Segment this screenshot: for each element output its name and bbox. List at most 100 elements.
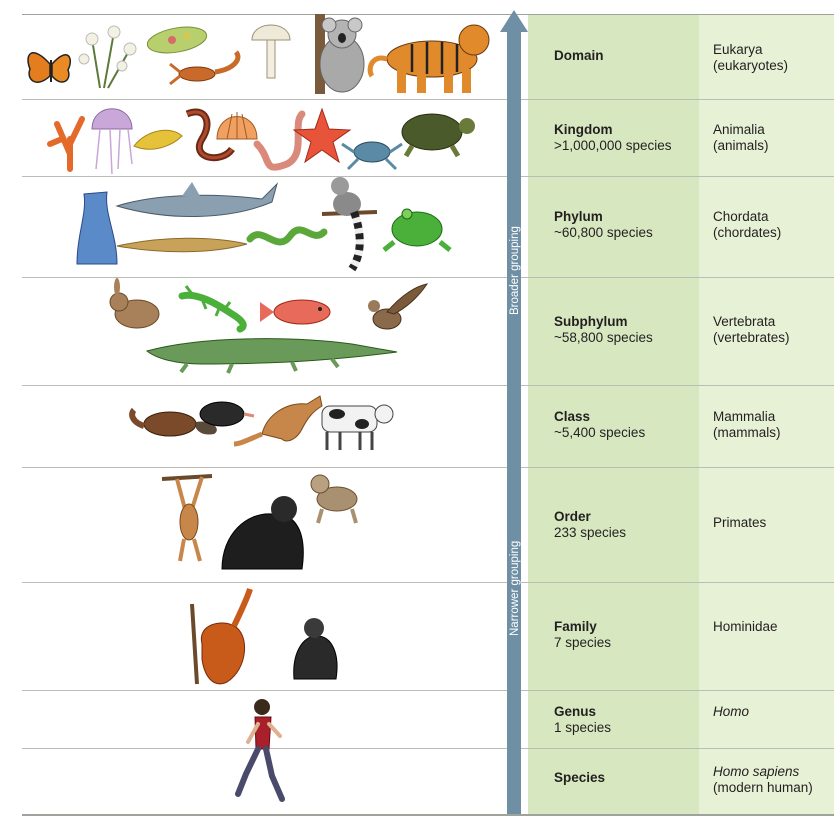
mushroom-icon xyxy=(251,24,291,79)
rank-species: Species xyxy=(554,770,605,786)
fish-icon xyxy=(260,299,331,325)
starfish-icon xyxy=(292,107,352,164)
gibbon-icon xyxy=(161,474,213,562)
cow-icon xyxy=(321,404,394,450)
taxon-common-name: (animals) xyxy=(713,138,769,153)
coral-icon xyxy=(47,116,85,172)
flatworm-icon xyxy=(133,129,183,150)
species-count: 7 species xyxy=(554,635,612,650)
narrower-grouping-label: Narrower grouping xyxy=(509,540,521,636)
flower-plant-icon xyxy=(78,25,137,89)
taxon-common-name: (mammals) xyxy=(713,425,781,440)
species-count: ~58,800 species xyxy=(554,330,653,345)
rank-title: Class xyxy=(554,409,591,424)
taxon-animalia: Animalia (animals) xyxy=(713,122,769,154)
row-divider xyxy=(22,690,834,691)
hawk-icon xyxy=(368,283,429,330)
rank-title: Subphylum xyxy=(554,314,628,329)
rank-title: Species xyxy=(554,770,606,785)
grouping-arrow-icon xyxy=(500,10,528,814)
turtle-icon xyxy=(401,113,475,158)
taxon-vertebrata: Vertebrata (vertebrates) xyxy=(713,314,790,346)
frog-icon xyxy=(382,208,452,252)
taxon-common-name: (chordates) xyxy=(713,225,782,240)
row-divider xyxy=(22,99,834,100)
taxon-name: Mammalia xyxy=(713,409,776,424)
earthworm-icon xyxy=(253,110,306,171)
crab-icon xyxy=(341,141,403,171)
row-divider xyxy=(22,277,834,278)
chimpanzee-icon xyxy=(293,618,338,680)
lemur-icon xyxy=(321,177,378,272)
shark-icon xyxy=(115,182,278,218)
taxon-mammalia: Mammalia (mammals) xyxy=(713,409,781,441)
rank-title: Genus xyxy=(554,704,597,719)
rank-family: Family 7 species xyxy=(554,619,611,651)
taxon-name: Homo sapiens xyxy=(713,764,800,779)
row-divider xyxy=(22,748,834,749)
rank-subphylum: Subphylum ~58,800 species xyxy=(554,314,653,346)
rank-phylum: Phylum ~60,800 species xyxy=(554,209,653,241)
row-divider xyxy=(22,467,834,468)
cobra-icon xyxy=(185,108,235,162)
taxon-chordata: Chordata (chordates) xyxy=(713,209,781,241)
kangaroo-icon xyxy=(233,395,323,447)
lizard-icon xyxy=(178,285,247,333)
tiger-icon xyxy=(367,24,490,93)
taxon-eukarya: Eukarya (eukaryotes) xyxy=(713,42,788,74)
taxon-name: Animalia xyxy=(713,122,765,137)
taxon-hominidae: Hominidae xyxy=(713,619,778,635)
bottom-border xyxy=(22,814,834,816)
rank-title: Order xyxy=(554,509,591,524)
scallop-icon xyxy=(216,112,258,140)
baboon-icon xyxy=(310,474,358,524)
rabbit-icon xyxy=(109,278,160,329)
orangutan-icon xyxy=(190,588,253,685)
rank-column xyxy=(528,14,699,814)
rank-domain: Domain xyxy=(554,48,604,64)
row-divider xyxy=(22,582,834,583)
organism-illustrations xyxy=(27,14,490,802)
taxon-name: Hominidae xyxy=(713,619,778,634)
broader-grouping-label: Broader grouping xyxy=(509,226,521,315)
butterfly-icon xyxy=(27,52,72,83)
species-count: >1,000,000 species xyxy=(554,138,672,153)
species-count: ~5,400 species xyxy=(554,425,646,440)
tunicate-icon xyxy=(76,191,118,265)
taxon-name: Eukarya xyxy=(713,42,763,57)
top-border xyxy=(22,14,834,15)
species-count: 1 species xyxy=(554,720,612,735)
species-count: ~60,800 species xyxy=(554,225,653,240)
rank-genus: Genus 1 species xyxy=(554,704,611,736)
scorpion-icon xyxy=(169,50,241,86)
jellyfish-icon xyxy=(91,108,133,175)
taxon-name: Homo xyxy=(713,704,750,719)
taxon-common-name: (modern human) xyxy=(713,780,813,795)
taxon-homo: Homo xyxy=(713,704,749,720)
gorilla-icon xyxy=(221,496,304,570)
mole-icon xyxy=(199,401,255,427)
row-divider xyxy=(22,385,834,386)
rank-order: Order 233 species xyxy=(554,509,626,541)
rank-kingdom: Kingdom >1,000,000 species xyxy=(554,122,671,154)
taxon-common-name: (vertebrates) xyxy=(713,330,790,345)
taxon-name-column xyxy=(699,14,834,814)
rank-class: Class ~5,400 species xyxy=(554,409,645,441)
paramecium-icon xyxy=(146,26,208,54)
rank-title: Kingdom xyxy=(554,122,613,137)
crocodile-icon xyxy=(145,338,398,374)
koala-icon xyxy=(315,14,365,94)
taxon-common-name: (eukaryotes) xyxy=(713,58,789,73)
taxon-name: Chordata xyxy=(713,209,769,224)
lancelet-icon xyxy=(116,237,248,253)
taxon-homo-sapiens: Homo sapiens (modern human) xyxy=(713,764,813,796)
taxon-name: Primates xyxy=(713,515,767,530)
species-count: 233 species xyxy=(554,525,627,540)
rank-title: Family xyxy=(554,619,597,634)
taxon-primates: Primates xyxy=(713,515,766,531)
row-divider xyxy=(22,176,834,177)
taxon-name: Vertebrata xyxy=(713,314,776,329)
snake-icon xyxy=(246,226,328,246)
rank-title: Domain xyxy=(554,48,604,63)
